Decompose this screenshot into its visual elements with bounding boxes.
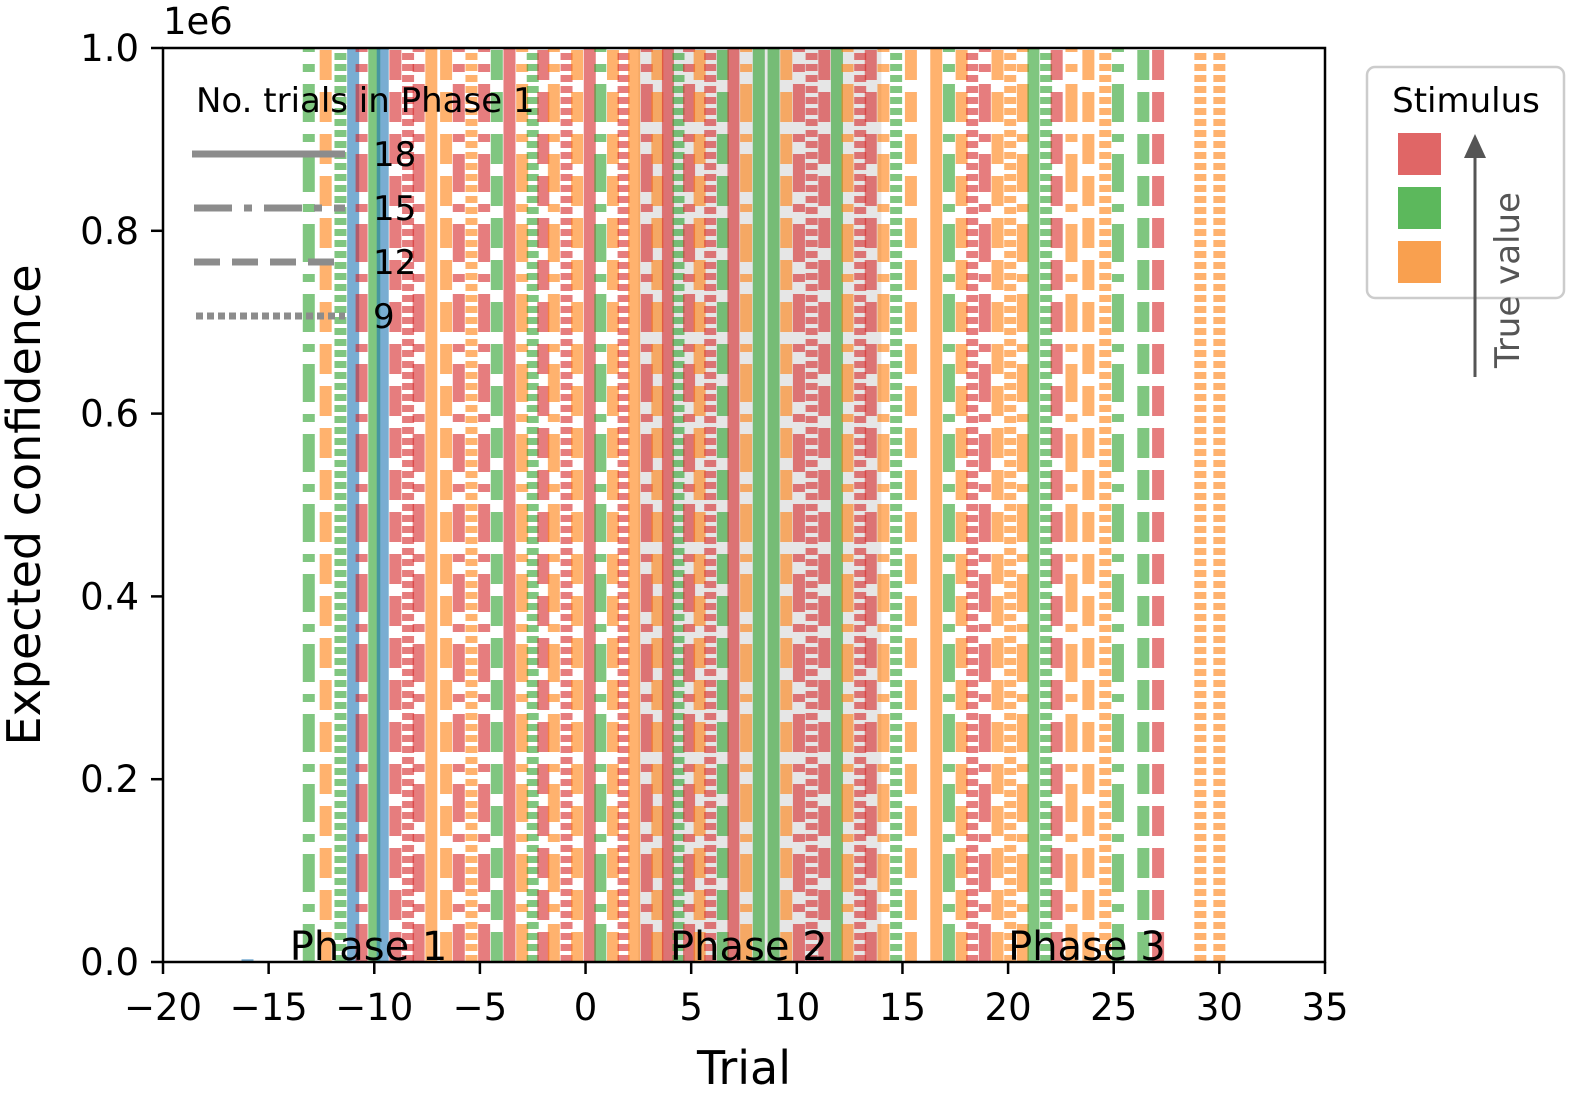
legend-label-18: 18 — [373, 135, 416, 175]
y-axis: 0.0 0.2 0.4 0.6 0.8 1.0 — [80, 27, 163, 984]
x-axis-title: Trial — [696, 1041, 791, 1095]
linestyle-legend-title: No. trials in Phase 1 — [196, 81, 535, 121]
linestyle-legend: No. trials in Phase 1 18 15 12 9 — [192, 81, 535, 337]
x-tick-label: −5 — [453, 986, 508, 1029]
phase-label: Phase 3 — [1008, 924, 1166, 970]
phase-label: Phase 1 — [290, 924, 448, 970]
y-tick-label: 0.8 — [80, 210, 139, 253]
x-tick-label: 25 — [1090, 986, 1137, 1029]
vertical-lines — [241, 48, 1226, 962]
legend-label-12: 12 — [373, 243, 416, 283]
x-tick-label: 30 — [1196, 986, 1243, 1029]
x-tick-label: 5 — [679, 986, 703, 1029]
legend-label-9: 9 — [373, 297, 395, 337]
x-tick-label: 15 — [879, 986, 926, 1029]
stimulus-swatch-green — [1398, 187, 1441, 229]
y-tick-label: 1.0 — [80, 27, 139, 70]
stimulus-legend-title: Stimulus — [1392, 81, 1540, 121]
y-tick-label: 0.4 — [80, 575, 139, 618]
y-tick-label: 0.2 — [80, 758, 139, 801]
stimulus-legend: Stimulus True value — [1365, 65, 1566, 377]
x-tick-label: 20 — [985, 986, 1032, 1029]
x-tick-label: 10 — [773, 986, 820, 1029]
y-tick-label: 0.0 — [80, 941, 139, 984]
x-tick-label: 35 — [1301, 986, 1348, 1029]
x-tick-label: −20 — [124, 986, 202, 1029]
phase-label: Phase 2 — [670, 924, 828, 970]
plot-area — [241, 48, 1226, 962]
phase-labels: Phase 1 Phase 2 Phase 3 — [290, 924, 1166, 970]
stimulus-legend-frame — [1365, 65, 1566, 300]
x-tick-label: −10 — [335, 986, 413, 1029]
y-axis-title: Expected confidence — [0, 264, 51, 745]
y-tick-label: 0.6 — [80, 393, 139, 436]
y-multiplier: 1e6 — [163, 0, 233, 43]
x-tick-label: −15 — [230, 986, 308, 1029]
x-axis: −20 −15 −10 −5 0 5 10 15 20 25 30 35 — [124, 962, 1349, 1029]
stimulus-swatch-orange — [1398, 241, 1441, 283]
legend-label-15: 15 — [373, 189, 416, 229]
stimulus-swatch-red — [1398, 133, 1441, 175]
true-value-arrow-head — [1464, 134, 1486, 158]
true-value-label: True value — [1488, 192, 1528, 369]
plot-frame — [161, 46, 1327, 964]
x-tick-label: 0 — [574, 986, 598, 1029]
